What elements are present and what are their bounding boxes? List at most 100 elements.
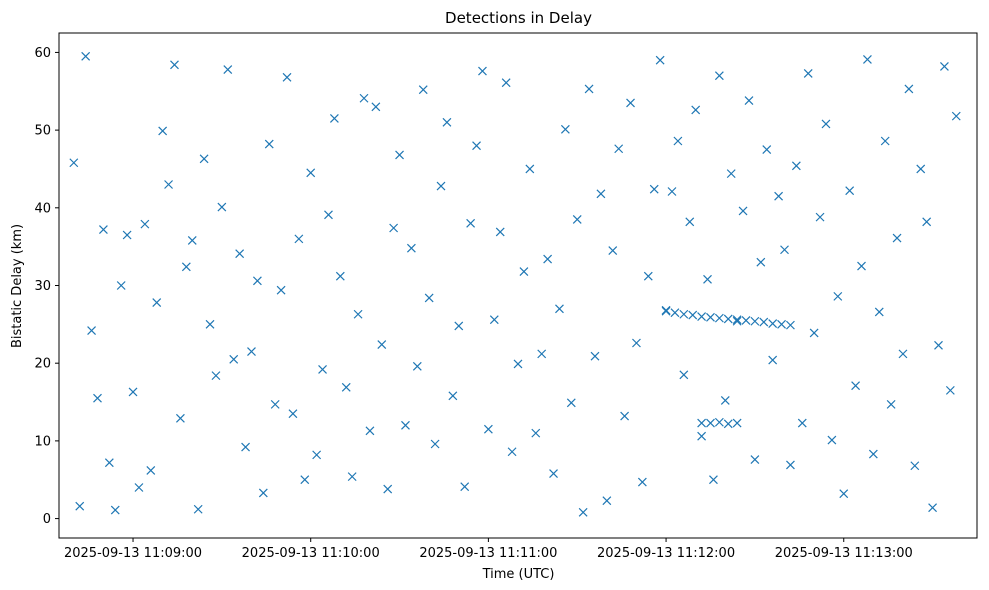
data-point bbox=[723, 314, 733, 324]
data-point bbox=[270, 399, 280, 409]
data-point bbox=[335, 271, 345, 281]
data-point bbox=[922, 217, 932, 227]
data-point bbox=[868, 449, 878, 459]
data-point bbox=[815, 212, 825, 222]
data-point bbox=[726, 169, 736, 179]
data-point bbox=[797, 418, 807, 428]
data-point bbox=[170, 60, 179, 70]
data-point bbox=[442, 117, 452, 127]
data-point bbox=[175, 413, 185, 423]
data-point bbox=[318, 364, 327, 374]
data-point bbox=[673, 136, 683, 146]
data-point bbox=[276, 285, 286, 295]
data-point bbox=[632, 338, 641, 348]
data-point bbox=[531, 428, 541, 438]
data-point bbox=[643, 271, 653, 281]
data-point bbox=[205, 319, 215, 329]
x-tick-label: 2025-09-13 11:13:00 bbox=[775, 546, 913, 561]
data-point bbox=[483, 424, 493, 434]
data-point bbox=[714, 313, 724, 323]
data-point bbox=[418, 85, 428, 95]
data-point bbox=[786, 460, 795, 470]
x-tick-label: 2025-09-13 11:09:00 bbox=[64, 546, 202, 561]
y-tick-label: 30 bbox=[34, 279, 51, 294]
data-point bbox=[98, 225, 108, 234]
data-point bbox=[791, 161, 801, 171]
data-point bbox=[744, 96, 754, 106]
data-point bbox=[300, 475, 310, 485]
data-point bbox=[341, 382, 351, 392]
data-point bbox=[377, 340, 387, 349]
data-point bbox=[513, 359, 523, 369]
data-point bbox=[412, 361, 422, 371]
data-point bbox=[670, 308, 680, 318]
data-point bbox=[661, 306, 671, 316]
data-point bbox=[857, 261, 866, 271]
data-point bbox=[928, 503, 938, 513]
data-point bbox=[69, 158, 79, 168]
data-point bbox=[448, 391, 458, 401]
data-point bbox=[187, 236, 197, 245]
data-point bbox=[75, 501, 85, 511]
data-point bbox=[235, 249, 245, 259]
data-point bbox=[424, 293, 434, 303]
data-point bbox=[863, 54, 872, 64]
data-point bbox=[703, 274, 712, 284]
data-point bbox=[679, 309, 689, 319]
data-point bbox=[430, 439, 440, 449]
data-point bbox=[762, 145, 772, 154]
data-point bbox=[282, 72, 292, 82]
data-point bbox=[780, 245, 789, 255]
data-point bbox=[371, 102, 381, 112]
data-point bbox=[383, 484, 393, 494]
data-point bbox=[181, 262, 191, 272]
data-point bbox=[667, 187, 677, 196]
data-point bbox=[306, 168, 316, 178]
data-point bbox=[732, 418, 742, 428]
data-point bbox=[590, 351, 600, 361]
data-point bbox=[537, 349, 547, 359]
data-point bbox=[679, 370, 689, 380]
data-point bbox=[720, 396, 730, 405]
data-point bbox=[685, 217, 695, 227]
data-point bbox=[478, 66, 487, 76]
data-point bbox=[904, 84, 914, 94]
data-point bbox=[892, 233, 902, 243]
data-point bbox=[454, 321, 464, 331]
data-point bbox=[940, 61, 949, 71]
x-tick-label: 2025-09-13 11:11:00 bbox=[419, 546, 557, 561]
data-point bbox=[916, 164, 926, 174]
data-point bbox=[549, 469, 558, 478]
data-point bbox=[697, 312, 707, 322]
data-point bbox=[241, 442, 250, 452]
data-point bbox=[146, 465, 156, 475]
data-point bbox=[324, 210, 333, 220]
data-point bbox=[620, 411, 630, 421]
data-point bbox=[211, 371, 221, 381]
data-point bbox=[252, 276, 262, 286]
data-point bbox=[81, 51, 91, 61]
data-point bbox=[572, 215, 582, 224]
data-point bbox=[566, 398, 576, 408]
data-point bbox=[880, 136, 890, 146]
x-axis-ticks: 2025-09-13 11:09:00 2025-09-13 11:10:00 20… bbox=[64, 538, 913, 561]
data-point bbox=[122, 230, 132, 240]
data-point bbox=[809, 328, 819, 338]
data-point bbox=[247, 347, 256, 356]
data-point bbox=[910, 461, 920, 471]
plot-frame bbox=[58, 32, 978, 539]
data-point bbox=[738, 206, 748, 216]
data-point bbox=[223, 65, 233, 74]
data-point bbox=[395, 150, 404, 160]
data-point bbox=[140, 219, 150, 229]
data-point bbox=[495, 227, 505, 237]
data-point bbox=[353, 309, 363, 319]
data-point bbox=[756, 257, 766, 267]
y-tick-label: 50 bbox=[34, 124, 51, 139]
data-point bbox=[768, 355, 778, 365]
data-point bbox=[217, 202, 227, 212]
data-point bbox=[329, 114, 339, 123]
data-point bbox=[750, 455, 760, 464]
data-point bbox=[691, 105, 701, 115]
y-tick-label: 20 bbox=[34, 357, 51, 372]
